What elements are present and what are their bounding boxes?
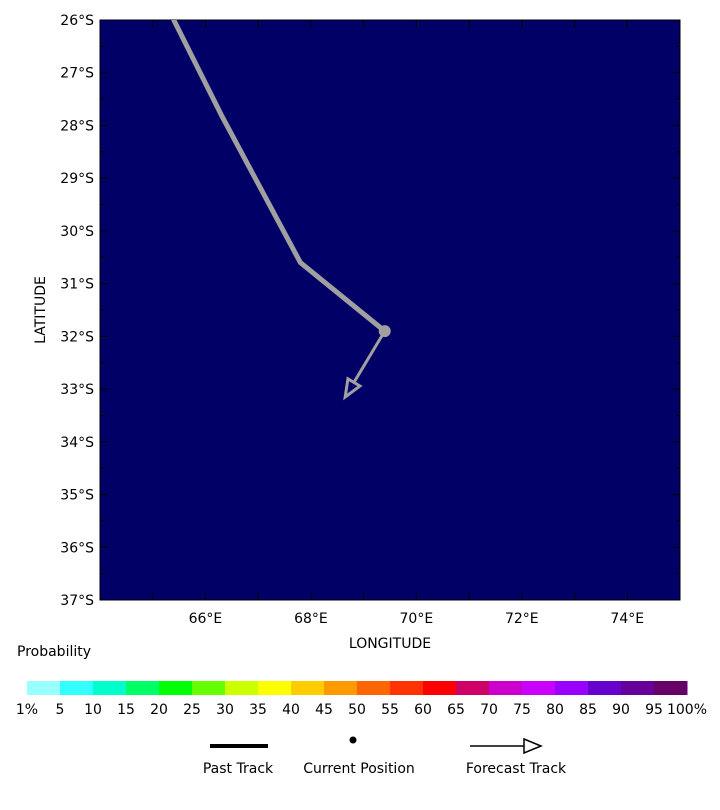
colorbar-label: 80 [546,702,564,718]
current-position-marker [378,325,391,338]
lat-tick-label: 32°S [60,329,94,345]
colorbar-label: 35 [249,702,267,718]
lat-tick-label: 31°S [60,277,94,293]
lon-tick-label: 74°E [610,611,644,627]
colorbar-label: 5 [56,702,65,718]
latitude-ticks: 26°S 27°S 28°S 29°S 30°S 31°S 32°S 33°S 34°S 35°S… [60,13,680,609]
colorbar-swatch [390,681,424,695]
colorbar-label: 95 [645,702,663,718]
colorbar-swatch [522,681,556,695]
colorbar-label: 70 [480,702,498,718]
lon-tick-label: 66°E [189,611,223,627]
lat-tick-label: 30°S [60,224,94,240]
colorbar-swatch [423,681,457,695]
y-axis-label: LATITUDE [33,276,49,344]
colorbar-swatch [357,681,391,695]
colorbar-swatch [225,681,259,695]
colorbar-label: 25 [183,702,201,718]
lat-tick-label: 34°S [60,435,94,451]
colorbar-label: 85 [579,702,597,718]
lon-tick-label: 72°E [505,611,539,627]
colorbar-swatch [159,681,193,695]
lat-tick-label: 37°S [60,593,94,609]
forecast-track-arrowhead [343,376,363,401]
current-position-legend-label: Current Position [303,761,415,777]
lat-tick-label: 29°S [60,171,94,187]
colorbar: 1% 5 10 15 20 25 30 35 40 45 50 55 60 65 70 75 80 85 90 95 1… [16,681,707,718]
colorbar-label: 55 [381,702,399,718]
colorbar-label: 15 [117,702,135,718]
map-background [99,19,681,601]
colorbar-swatch [621,681,655,695]
colorbar-label: 75 [513,702,531,718]
colorbar-label: 60 [414,702,432,718]
colorbar-swatch [588,681,622,695]
x-axis-label: LONGITUDE [349,636,431,652]
colorbar-swatch [27,681,61,695]
colorbar-swatch [93,681,127,695]
colorbar-label: 100% [667,702,707,718]
colorbar-label: 90 [612,702,630,718]
colorbar-swatch [654,681,688,695]
lat-tick-label: 28°S [60,118,94,134]
forecast-track-legend-label: Forecast Track [466,761,567,777]
colorbar-swatch [291,681,325,695]
current-position-legend-dot [349,736,357,744]
colorbar-label: 40 [282,702,300,718]
past-track-legend-label: Past Track [203,761,274,777]
colorbar-label: 45 [315,702,333,718]
colorbar-label: 50 [348,702,366,718]
colorbar-title: Probability [17,644,91,660]
colorbar-swatch [489,681,523,695]
lat-tick-label: 35°S [60,488,94,504]
longitude-ticks: 66°E 68°E 70°E 72°E 74°E [99,20,681,627]
track-layer [171,20,391,401]
lon-tick-label: 70°E [400,611,434,627]
lat-tick-label: 36°S [60,540,94,556]
colorbar-swatch [192,681,226,695]
colorbar-label: 20 [150,702,168,718]
past-track-line [171,20,388,334]
forecast-track-legend-arrowhead [523,737,543,755]
lat-tick-label: 27°S [60,66,94,82]
lat-tick-label: 26°S [60,13,94,29]
colorbar-swatch [60,681,94,695]
legend: Past Track Current Position Forecast Tra… [203,736,567,777]
colorbar-label: 1% [16,702,38,718]
lon-tick-label: 68°E [294,611,328,627]
colorbar-swatch [555,681,589,695]
colorbar-label: 10 [84,702,102,718]
colorbar-swatch [456,681,490,695]
forecast-track-line [352,330,387,384]
lat-tick-label: 33°S [60,382,94,398]
colorbar-label: 65 [447,702,465,718]
colorbar-swatch [126,681,160,695]
colorbar-swatch [258,681,292,695]
colorbar-label: 30 [216,702,234,718]
colorbar-swatch [324,681,358,695]
